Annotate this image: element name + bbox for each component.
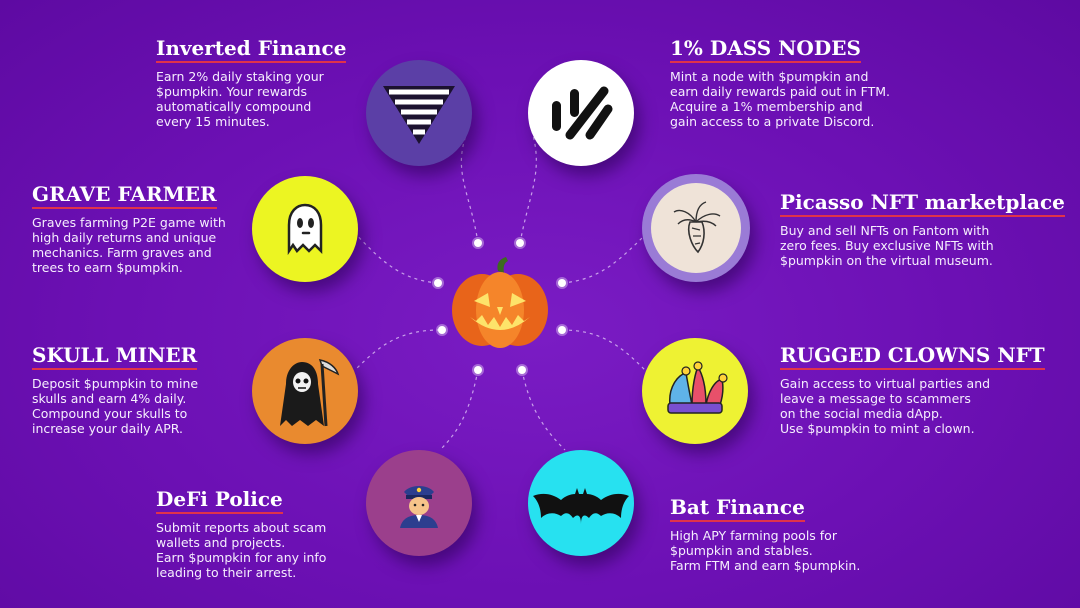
one-percent-logo-icon [552, 86, 613, 140]
bat-finance-badge [528, 450, 634, 556]
skull-miner-badge [252, 338, 358, 444]
dass-nodes-description: Mint a node with $pumpkin and earn daily… [670, 69, 891, 129]
bat-icon [533, 488, 629, 524]
ghost-icon [287, 203, 323, 256]
dass-nodes-block: 1% DASS NODES Mint a node with $pumpkin … [670, 36, 890, 129]
skull-miner-description: Deposit $pumpkin to mine skulls and earn… [32, 376, 199, 436]
defi-police-badge [366, 450, 472, 556]
grave-farmer-title: GRAVE FARMER [32, 182, 217, 209]
grave-farmer-block: GRAVE FARMER Graves farming P2E game wit… [32, 182, 226, 275]
connector-dot [434, 279, 442, 287]
rugged-clowns-title: RUGGED CLOWNS NFT [780, 343, 1045, 370]
connector-dot [474, 366, 482, 374]
defi-police-title: DeFi Police [156, 487, 283, 514]
connector-dot [438, 326, 446, 334]
inverted-finance-block: Inverted Finance Earn 2% daily staking y… [156, 36, 347, 129]
connector-dot [516, 239, 524, 247]
rugged-clowns-block: RUGGED CLOWNS NFT Gain access to virtual… [780, 343, 1045, 436]
inverted-pyramid-icon [383, 86, 455, 144]
picasso-title: Picasso NFT marketplace [780, 190, 1065, 217]
police-officer-icon [400, 486, 438, 528]
connector-dot [518, 366, 526, 374]
connector-dot [474, 239, 482, 247]
bat-finance-title: Bat Finance [670, 495, 805, 522]
dass-nodes-badge [528, 60, 634, 166]
skull-miner-block: SKULL MINER Deposit $pumpkin to mine sku… [32, 343, 198, 436]
picasso-block: Picasso NFT marketplace Buy and sell NFT… [780, 190, 1065, 268]
skull-miner-title: SKULL MINER [32, 343, 198, 370]
grave-farmer-badge [252, 176, 358, 282]
center-pumpkin [448, 257, 552, 352]
grave-farmer-description: Graves farming P2E game with high daily … [32, 215, 226, 275]
inverted-finance-badge [366, 60, 472, 166]
defi-police-block: DeFi Police Submit reports about scam wa… [156, 487, 326, 580]
grim-reaper-icon [280, 359, 340, 427]
inverted-finance-title: Inverted Finance [156, 36, 347, 63]
picasso-description: Buy and sell NFTs on Fantom with zero fe… [780, 223, 994, 268]
carrot-sketch-icon [673, 201, 721, 254]
bat-finance-block: Bat Finance High APY farming pools for $… [670, 495, 860, 573]
rugged-clowns-badge [642, 338, 748, 444]
rugged-clowns-description: Gain access to virtual parties and leave… [780, 376, 991, 436]
connector-dot [558, 279, 566, 287]
defi-police-description: Submit reports about scam wallets and pr… [156, 520, 327, 580]
picasso-badge [642, 174, 750, 282]
connector-dot [558, 326, 566, 334]
jester-hat-icon [667, 361, 728, 414]
dass-nodes-title: 1% DASS NODES [670, 36, 861, 63]
jack-o-lantern-icon [452, 257, 548, 348]
inverted-finance-description: Earn 2% daily staking your $pumpkin. You… [156, 69, 324, 129]
bat-finance-description: High APY farming pools for $pumpkin and … [670, 528, 861, 573]
